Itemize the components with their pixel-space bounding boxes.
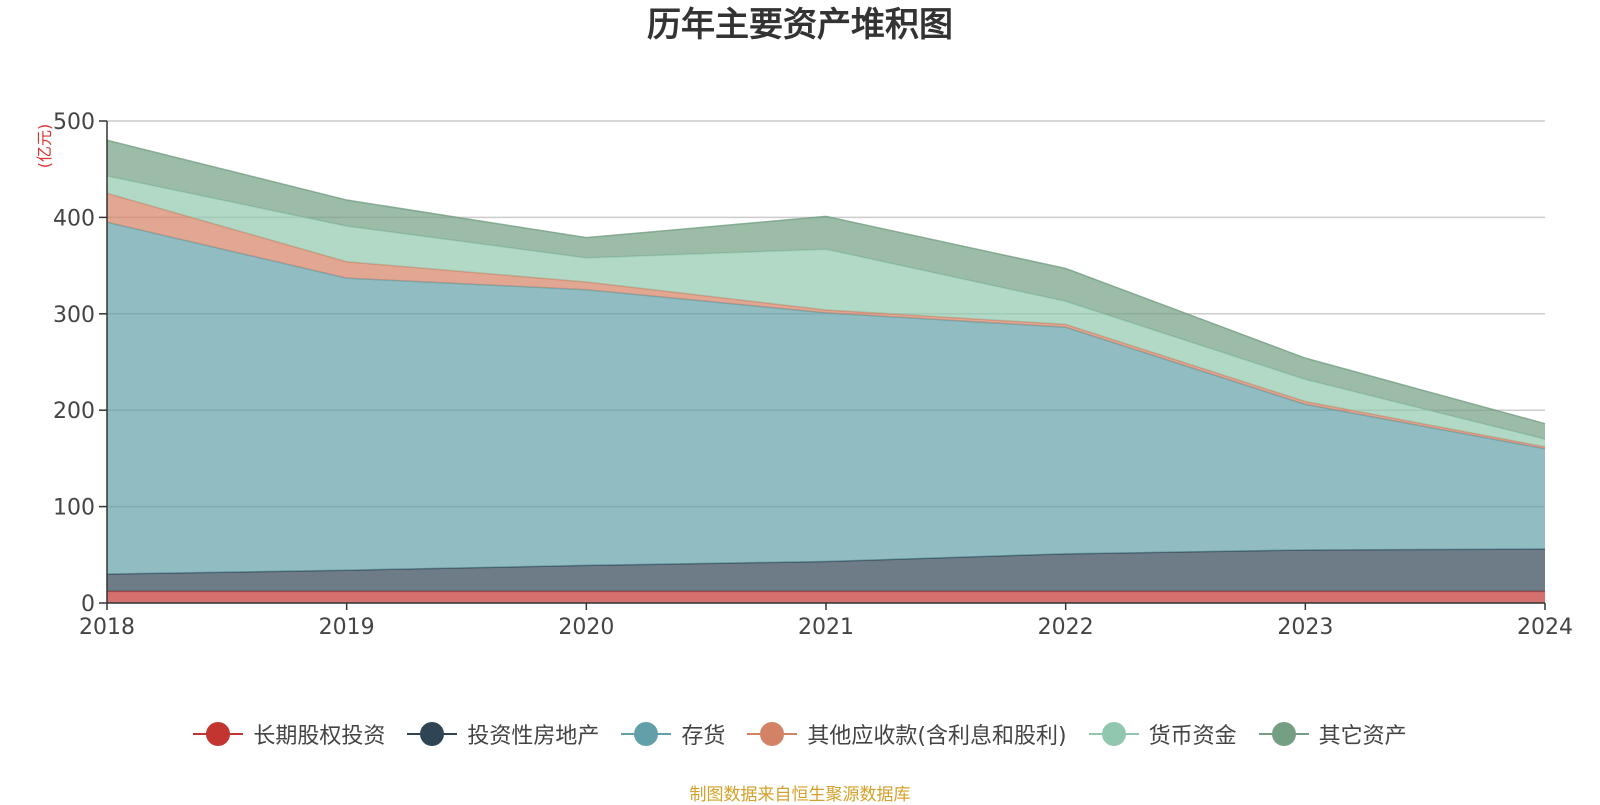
x-tick-label: 2022 <box>1038 615 1094 640</box>
legend-item-6[interactable]: 其它资产 <box>1258 718 1407 750</box>
x-tick-label: 2024 <box>1517 615 1573 640</box>
area-series-1 <box>107 591 1545 603</box>
y-tick-label: 100 <box>53 496 95 521</box>
y-tick-label: 0 <box>81 592 95 617</box>
y-tick-label: 200 <box>53 399 95 424</box>
legend-label: 其它资产 <box>1318 724 1407 749</box>
area-series-5 <box>107 175 1545 447</box>
x-tick-label: 2018 <box>79 615 135 640</box>
area-layer <box>106 139 1546 603</box>
legend-label: 投资性房地产 <box>467 724 600 749</box>
legend-item-1[interactable]: 长期股权投资 <box>193 718 385 750</box>
area-series-3 <box>107 222 1545 575</box>
legend-marker-icon <box>407 721 458 747</box>
x-tick-label: 2021 <box>798 615 854 640</box>
y-axis-unit: (亿元) <box>35 124 54 169</box>
legend-label: 存货 <box>681 724 726 749</box>
source-note: 制图数据来自恒生聚源数据库 <box>689 785 911 805</box>
legend-label: 长期股权投资 <box>253 724 386 749</box>
legend-marker-icon <box>621 721 672 747</box>
x-tick-label: 2020 <box>558 615 614 640</box>
x-tick-label: 2023 <box>1277 615 1333 640</box>
legend-marker-icon <box>1258 721 1309 747</box>
area-series-2 <box>107 549 1545 592</box>
legend-item-4[interactable]: 其他应收款(含利息和股利) <box>747 718 1067 750</box>
legend-item-3[interactable]: 存货 <box>621 718 725 750</box>
legend-item-5[interactable]: 货币资金 <box>1088 718 1237 750</box>
legend-marker-icon <box>747 721 798 747</box>
chart-title: 历年主要资产堆积图 <box>647 5 953 45</box>
y-tick-label: 500 <box>53 110 95 135</box>
legend-marker-icon <box>1088 721 1139 747</box>
legend-label: 货币资金 <box>1148 724 1237 749</box>
legend-marker-icon <box>193 721 244 747</box>
legend-item-2[interactable]: 投资性房地产 <box>407 718 599 750</box>
legend: 长期股权投资 投资性房地产 存货 其他应收款(含利息和股利) 货币资金 其它资产 <box>0 718 1600 750</box>
y-tick-label: 300 <box>53 303 95 328</box>
y-tick-label: 400 <box>53 206 95 231</box>
legend-label: 其他应收款(含利息和股利) <box>807 724 1067 749</box>
area-series-6-edge <box>106 139 1546 425</box>
axes: 0 100 200 300 400 500 2018 2019 2020 2021 2022 2023… <box>53 110 1573 640</box>
x-tick-label: 2019 <box>319 615 375 640</box>
